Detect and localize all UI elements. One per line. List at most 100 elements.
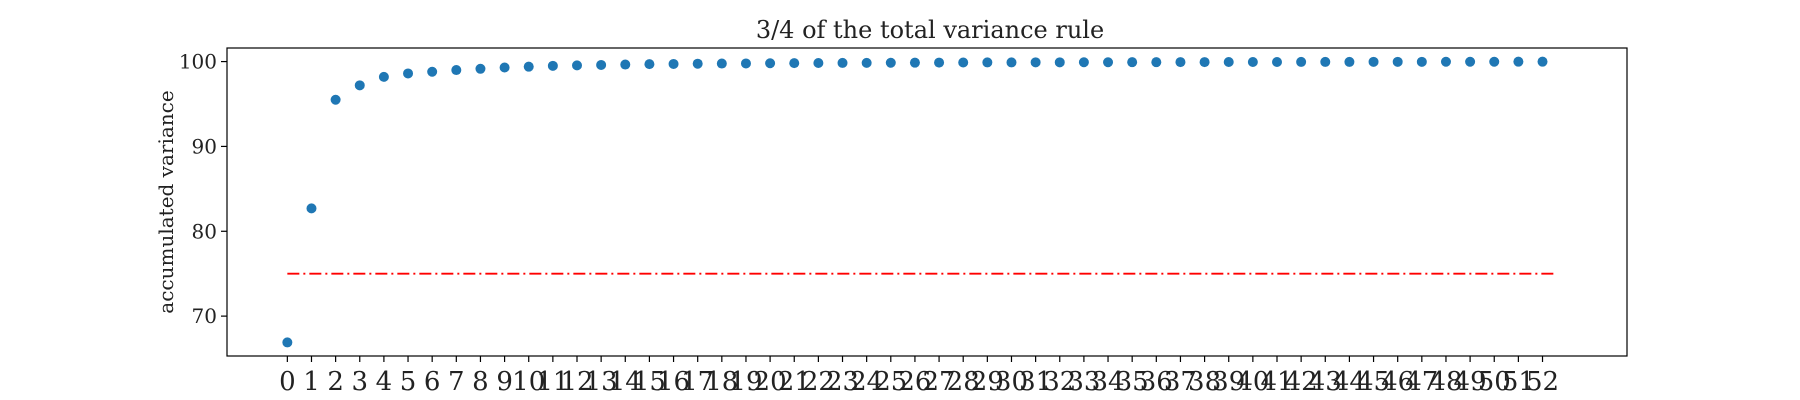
data-point [1392, 56, 1403, 67]
data-point [403, 68, 414, 79]
x-tick-label: 36 [1140, 367, 1173, 397]
x-tick-label: 10 [512, 367, 545, 397]
data-point [837, 57, 848, 68]
data-point [547, 60, 558, 71]
data-point [1513, 56, 1524, 67]
data-point [1465, 56, 1476, 67]
data-point [740, 58, 751, 69]
x-tick-label: 14 [609, 367, 642, 397]
data-point [692, 58, 703, 69]
x-tick-label: 16 [657, 367, 690, 397]
data-point [1344, 56, 1355, 67]
data-point [1272, 57, 1282, 67]
x-tick-label: 27 [923, 367, 956, 397]
x-tick-label: 46 [1381, 367, 1414, 397]
x-tick-label: 32 [1043, 367, 1076, 397]
data-point [451, 65, 462, 76]
data-point [1175, 57, 1186, 68]
chart-title: 3/4 of the total variance rule [756, 16, 1104, 44]
x-tick-label: 49 [1454, 367, 1487, 397]
data-point [620, 59, 631, 70]
data-point [354, 80, 365, 91]
data-point [1006, 57, 1017, 68]
data-point [1030, 57, 1041, 68]
x-tick-label: 9 [496, 367, 513, 397]
x-tick-label: 0 [279, 367, 296, 397]
x-tick-label: 23 [826, 367, 859, 397]
data-point [765, 58, 776, 69]
points-layer [282, 56, 1548, 348]
data-point [1368, 56, 1379, 67]
y-tick-label: 100 [179, 50, 217, 74]
data-point [644, 59, 655, 70]
data-point [1296, 56, 1307, 67]
data-point [330, 94, 341, 105]
x-tick-label: 43 [1309, 367, 1342, 397]
x-tick-label: 3 [351, 367, 368, 397]
data-point [885, 57, 896, 68]
data-point [716, 58, 727, 69]
x-tick-label: 28 [947, 367, 980, 397]
x-tick-label: 34 [1091, 367, 1124, 397]
data-point [789, 58, 800, 69]
data-point [1440, 56, 1451, 67]
data-point [982, 57, 993, 68]
x-tick-label: 37 [1164, 367, 1197, 397]
x-tick-label: 6 [424, 367, 441, 397]
x-tick-label: 33 [1067, 367, 1100, 397]
data-point [572, 60, 582, 71]
x-tick-label: 30 [995, 367, 1028, 397]
x-tick-label: 47 [1405, 367, 1438, 397]
data-point [306, 203, 317, 214]
x-tick-label: 31 [1019, 367, 1052, 397]
data-point [282, 337, 293, 348]
x-tick-label: 4 [376, 367, 393, 397]
y-tick-label: 90 [192, 134, 217, 158]
x-tick-label: 19 [729, 367, 762, 397]
data-point [1054, 57, 1065, 68]
x-tick-label: 50 [1478, 367, 1511, 397]
data-point [1416, 56, 1427, 67]
x-tick-label: 21 [778, 367, 811, 397]
data-point [1223, 57, 1234, 67]
x-tick-label: 52 [1526, 367, 1559, 397]
x-tick-label: 42 [1285, 367, 1318, 397]
x-tick-label: 13 [585, 367, 618, 397]
data-point [378, 71, 389, 82]
data-point [813, 58, 824, 69]
x-tick-label: 15 [633, 367, 666, 397]
data-point [1537, 56, 1548, 67]
data-point [1151, 57, 1162, 68]
data-point [499, 62, 510, 73]
x-tick-label: 22 [802, 367, 835, 397]
x-tick-label: 20 [754, 367, 787, 397]
x-tick-label: 5 [400, 367, 417, 397]
x-tick-label: 1 [303, 367, 320, 397]
x-ticks: 0 1 2 3 4 5 6 7 8 9 101112131415161718192021222324… [279, 356, 1559, 397]
data-point [958, 57, 969, 68]
x-tick-label: 2 [327, 367, 344, 397]
data-point [861, 57, 872, 68]
data-point [1489, 56, 1500, 67]
x-tick-label: 8 [472, 367, 489, 397]
plot-frame [226, 47, 1628, 357]
data-point [475, 63, 486, 74]
data-point [596, 59, 607, 70]
data-point [1247, 57, 1258, 67]
data-point [909, 57, 920, 68]
x-tick-label: 24 [850, 367, 883, 397]
data-point [668, 58, 679, 69]
x-tick-label: 41 [1260, 367, 1293, 397]
x-tick-label: 11 [536, 367, 569, 397]
y-ticks: 70 80 90 100 [179, 50, 227, 328]
data-point [934, 57, 945, 68]
x-tick-label: 38 [1188, 367, 1221, 397]
x-tick-label: 26 [898, 367, 931, 397]
data-point [1078, 57, 1089, 68]
x-tick-label: 35 [1116, 367, 1149, 397]
x-tick-label: 48 [1429, 367, 1462, 397]
data-point [1320, 56, 1331, 67]
x-tick-label: 7 [448, 367, 465, 397]
x-tick-label: 51 [1502, 367, 1535, 397]
